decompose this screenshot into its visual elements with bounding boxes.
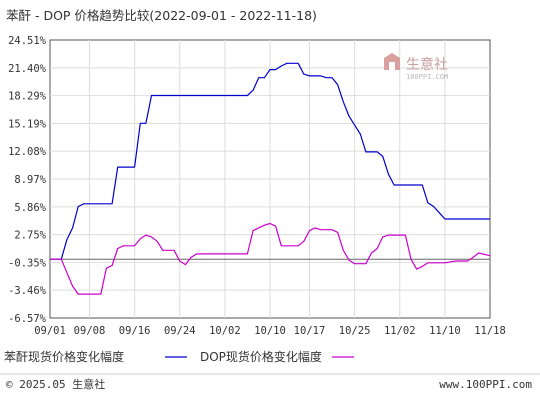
y-tick-label: -6.57%	[8, 313, 47, 325]
chart-title: 苯酐 - DOP 价格趋势比较(2022-09-01 - 2022-11-18)	[6, 8, 317, 23]
y-tick-label: 2.75%	[14, 230, 46, 242]
x-tick-label: 10/25	[339, 325, 371, 337]
y-tick-label: 24.51%	[8, 35, 47, 47]
x-tick-label: 09/24	[164, 325, 196, 337]
x-tick-label: 09/16	[119, 325, 151, 337]
x-axis: 09/01 09/08 09/16 09/24 10/02 10/10 10/17 10/25…	[34, 325, 506, 337]
legend: 苯酐现货价格变化幅度 DOP现货价格变化幅度	[4, 349, 354, 364]
series-line-1	[50, 62, 490, 260]
brand-logo-icon	[384, 53, 400, 70]
watermark-site-text: 100PPI.COM	[406, 73, 448, 81]
watermark: 生意社 100PPI.COM	[384, 53, 448, 81]
series-line-2	[50, 222, 491, 295]
y-tick-label: 12.08%	[8, 146, 47, 158]
y-tick-label: 5.86%	[14, 202, 46, 214]
x-tick-label: 09/01	[34, 325, 66, 337]
y-tick-label: 21.40%	[8, 63, 47, 75]
legend-label-series-1: 苯酐现货价格变化幅度	[4, 349, 124, 364]
x-tick-label: 11/18	[474, 325, 506, 337]
x-tick-label: 10/10	[254, 325, 286, 337]
series-lines	[50, 62, 491, 295]
x-tick-label: 11/10	[429, 325, 461, 337]
footer-website: www.100PPI.com	[439, 378, 532, 391]
footer-copyright: © 2025.05 生意社	[6, 377, 105, 391]
y-axis: 24.51% 21.40% 18.29% 15.19% 12.08% 8.97% 5.86%…	[8, 35, 47, 325]
legend-label-series-2: DOP现货价格变化幅度	[200, 349, 322, 364]
x-tick-label: 10/17	[294, 325, 326, 337]
y-tick-label: 8.97%	[14, 174, 46, 186]
x-tick-label: 11/02	[384, 325, 416, 337]
y-tick-label: 18.29%	[8, 91, 47, 103]
grid-lines	[50, 40, 490, 318]
y-tick-label: -0.35%	[8, 257, 47, 269]
plot-area: 生意社 100PPI.COM	[49, 39, 491, 319]
x-tick-label: 10/02	[209, 325, 241, 337]
y-tick-label: -3.46%	[8, 285, 47, 297]
x-tick-label: 09/08	[74, 325, 106, 337]
y-tick-label: 15.19%	[8, 118, 47, 130]
watermark-brand-text: 生意社	[406, 56, 448, 73]
